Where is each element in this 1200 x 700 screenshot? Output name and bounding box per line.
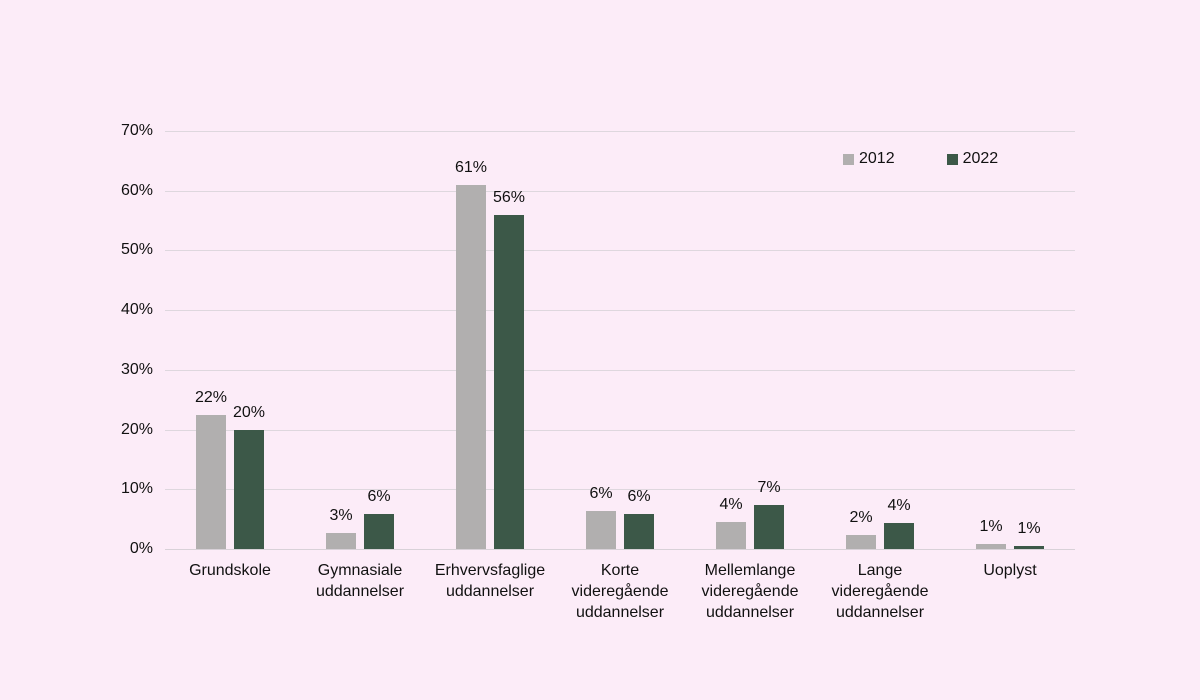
bar-value-label: 4%: [887, 497, 911, 514]
x-category-label: Grundskole: [189, 562, 271, 579]
bar-value-label: 6%: [627, 488, 651, 505]
y-tick-label: 60%: [120, 182, 153, 199]
bar-value-label: 22%: [194, 389, 228, 406]
x-category-label: Uoplyst: [983, 562, 1037, 579]
bar-value-label: 4%: [719, 496, 743, 513]
bar-2022-5: [884, 523, 914, 549]
bar-2012-0: [196, 415, 226, 549]
bar-value-label: 7%: [757, 479, 781, 496]
x-category-label: Lange videregående uddannelser: [831, 562, 929, 621]
gridline: [165, 549, 1075, 550]
legend-item-2022: 2022: [946, 150, 999, 168]
bar-value-label: 1%: [1017, 520, 1041, 537]
y-tick-label: 30%: [120, 361, 153, 378]
bar-2022-4: [754, 505, 784, 549]
x-category-label: Korte videregående uddannelser: [571, 562, 669, 621]
bar-2012-6: [976, 544, 1006, 549]
gridline: [165, 191, 1075, 192]
bar-2012-5: [846, 535, 876, 549]
bar-2022-3: [624, 514, 654, 549]
bar-2022-0: [234, 430, 264, 549]
legend: 2012 2022: [843, 150, 998, 168]
bar-2022-6: [1014, 546, 1044, 549]
gridline: [165, 489, 1075, 490]
bar-value-label: 61%: [454, 159, 488, 176]
bar-value-label: 6%: [589, 485, 613, 502]
legend-label: 2022: [962, 150, 999, 167]
bar-2022-2: [494, 215, 524, 549]
bar-value-label: 20%: [232, 404, 266, 421]
legend-item-2012: 2012: [843, 150, 895, 168]
bar-2012-1: [326, 533, 356, 549]
bar-value-label: 56%: [492, 189, 526, 206]
x-category-label: Gymnasiale uddannelser: [315, 562, 405, 600]
y-tick-label: 70%: [120, 122, 153, 139]
y-tick-label: 50%: [120, 241, 153, 258]
bar-2012-4: [716, 522, 746, 549]
y-tick-label: 40%: [120, 301, 153, 318]
gridline: [165, 131, 1075, 132]
y-tick-label: 10%: [120, 480, 153, 497]
legend-swatch-icon: [946, 153, 958, 165]
gridline: [165, 370, 1075, 371]
gridline: [165, 430, 1075, 431]
y-tick-label: 20%: [120, 421, 153, 438]
bar-value-label: 2%: [849, 509, 873, 526]
legend-swatch-icon: [843, 153, 854, 165]
bar-2012-3: [586, 511, 616, 549]
bar-value-label: 1%: [979, 518, 1003, 535]
gridline: [165, 310, 1075, 311]
legend-label: 2012: [859, 150, 895, 167]
bar-2022-1: [364, 514, 394, 549]
y-tick-label: 0%: [129, 540, 153, 557]
bar-2012-2: [456, 185, 486, 549]
bar-value-label: 6%: [367, 488, 391, 505]
gridline: [165, 250, 1075, 251]
x-category-label: Erhvervsfaglige uddannelser: [434, 562, 546, 600]
x-category-label: Mellemlange videregående uddannelser: [701, 562, 799, 621]
bar-value-label: 3%: [329, 507, 353, 524]
plot-area: 22% 20% 3% 6% 61% 56% 6% 6% 4% 7% 2% 4% 1% 1%: [165, 131, 1075, 550]
